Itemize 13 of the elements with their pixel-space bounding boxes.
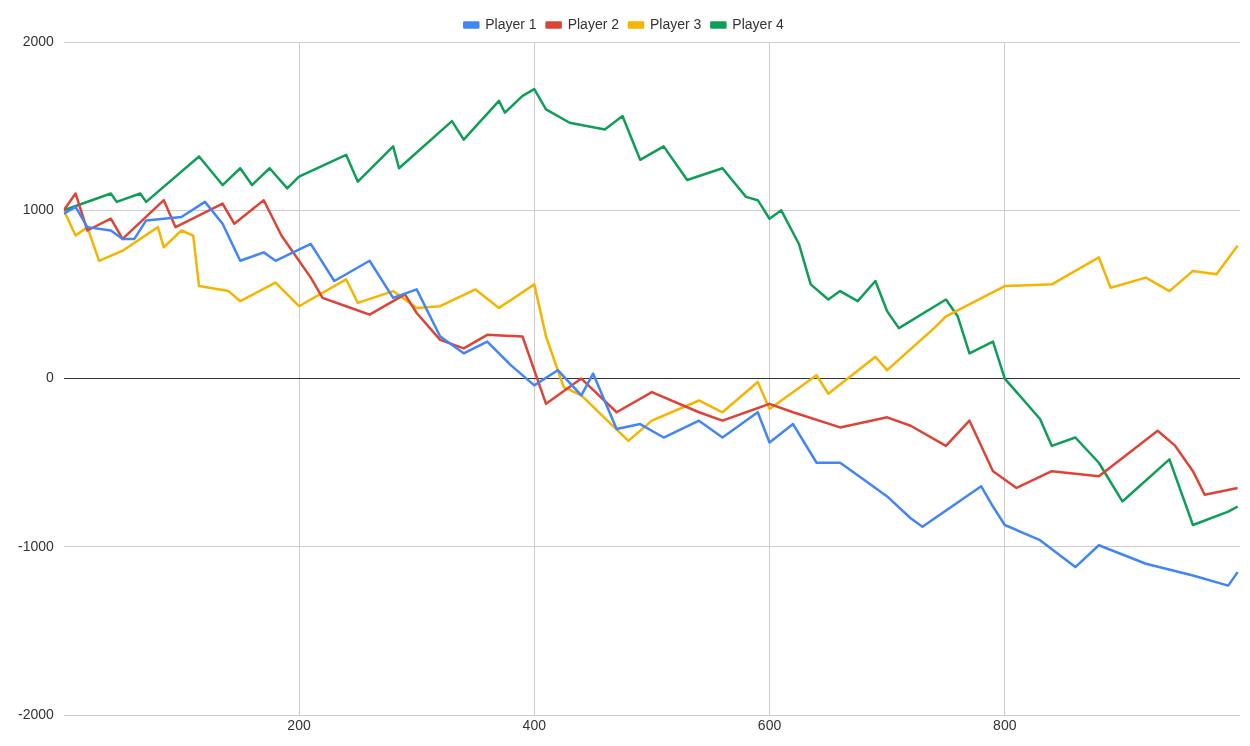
legend-label: Player 3 [650,15,702,32]
y-tick-label: 1000 [22,201,55,218]
x-tick-label: 600 [757,717,782,734]
x-tick-label: 800 [993,717,1017,734]
legend-label: Player 4 [732,15,784,32]
y-tick-label: -1000 [17,537,55,554]
legend-label: Player 2 [567,15,620,32]
legend-label: Player 1 [485,15,537,32]
x-tick-label: 200 [287,717,311,734]
y-tick-label: 2000 [22,32,55,49]
y-tick-label: 0 [46,369,55,386]
y-tick-label: -2000 [17,706,55,723]
x-tick-label: 400 [522,717,547,734]
